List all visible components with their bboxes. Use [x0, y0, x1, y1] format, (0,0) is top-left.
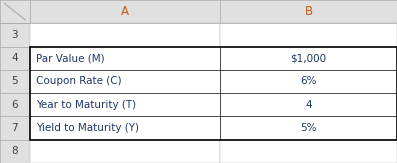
Bar — [0, 70, 30, 93]
Text: A: A — [121, 5, 129, 18]
Bar — [30, 23, 220, 47]
Bar — [30, 47, 220, 70]
Bar — [220, 140, 397, 163]
Bar — [220, 23, 397, 47]
Text: $1,000: $1,000 — [291, 53, 327, 63]
Bar — [30, 116, 220, 140]
Bar — [220, 93, 397, 116]
Text: Year to Maturity (T): Year to Maturity (T) — [36, 100, 136, 110]
Bar — [0, 23, 30, 47]
Text: Par Value (M): Par Value (M) — [36, 53, 104, 63]
Bar — [30, 70, 220, 93]
Bar — [220, 70, 397, 93]
Text: 6: 6 — [12, 100, 18, 110]
Bar — [220, 0, 397, 23]
Bar — [220, 116, 397, 140]
Text: Coupon Rate (C): Coupon Rate (C) — [36, 76, 121, 87]
Text: 6%: 6% — [301, 76, 317, 87]
Bar — [0, 0, 30, 23]
Bar — [30, 140, 220, 163]
Bar — [0, 93, 30, 116]
Bar — [0, 116, 30, 140]
Text: 4: 4 — [305, 100, 312, 110]
Bar — [220, 47, 397, 70]
Bar — [30, 93, 220, 116]
Text: 8: 8 — [12, 146, 18, 156]
Text: Yield to Maturity (Y): Yield to Maturity (Y) — [36, 123, 139, 133]
Text: 4: 4 — [12, 53, 18, 63]
Bar — [30, 47, 397, 140]
Text: 3: 3 — [12, 30, 18, 40]
Text: 5%: 5% — [301, 123, 317, 133]
Text: 7: 7 — [12, 123, 18, 133]
Bar — [0, 47, 30, 70]
Text: 5: 5 — [12, 76, 18, 87]
Text: B: B — [304, 5, 313, 18]
Bar — [0, 140, 30, 163]
Bar — [30, 0, 220, 23]
